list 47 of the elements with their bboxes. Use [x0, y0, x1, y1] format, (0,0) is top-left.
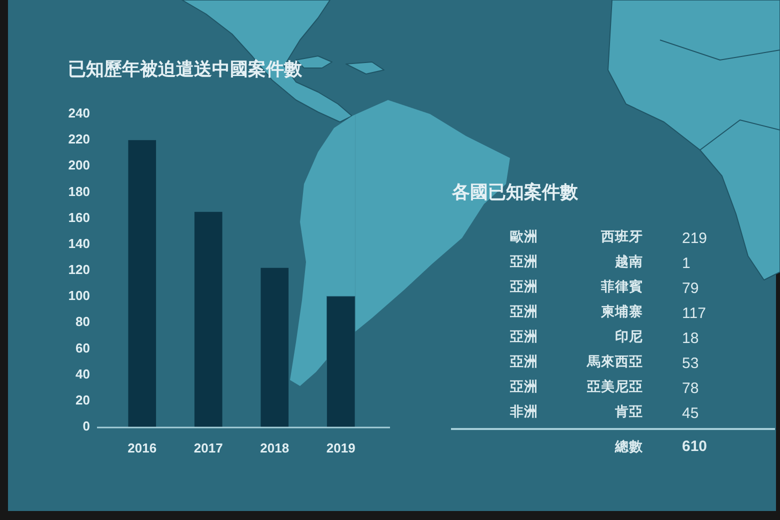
data-label: 1 [682, 254, 690, 272]
category-label: 亞美尼亞 [587, 378, 643, 396]
text: 亞洲 [510, 304, 538, 320]
category-label: 柬埔寨 [601, 302, 643, 320]
text: 歐洲 [510, 228, 538, 244]
data-label: 53 [682, 354, 699, 372]
y-tick-label: 200 [68, 158, 90, 173]
data-label: 219 [682, 230, 708, 248]
data-label: 18 [682, 330, 699, 348]
data-label: 78 [682, 380, 699, 398]
chart-title: 已知歷年被迫遣送中國案件數 [68, 59, 302, 81]
bar [194, 212, 222, 427]
text: 總數 [615, 438, 643, 456]
y-tick-label: 140 [68, 236, 90, 251]
y-tick-label: 120 [68, 262, 90, 278]
category-label: 越南 [615, 252, 643, 270]
y-tick-label: 20 [76, 392, 90, 408]
bar [128, 140, 156, 427]
data-label: 79 [682, 280, 699, 298]
data-label: 45 [682, 404, 699, 422]
y-tick-label: 180 [68, 184, 90, 199]
category-label: 菲律賓 [601, 278, 643, 296]
x-tick-label: 2018 [260, 440, 290, 456]
x-tick-label: 2017 [194, 440, 223, 456]
text: 各國已知案件數 [452, 182, 578, 204]
text: 亞洲 [510, 328, 538, 344]
y-tick-label: 100 [68, 288, 90, 304]
category-label: 馬來西亞 [587, 352, 643, 370]
x-tick-label: 2016 [128, 440, 157, 456]
category-label: 西班牙 [601, 228, 643, 246]
text: 亞洲 [510, 254, 538, 270]
y-tick-label: 240 [68, 106, 90, 121]
category-label: 肯亞 [615, 402, 643, 420]
y-tick-label: 160 [68, 210, 90, 225]
text: 亞洲 [510, 354, 538, 370]
text: 610 [682, 438, 708, 455]
y-tick-label: 0 [82, 418, 90, 434]
y-tick-label: 80 [76, 314, 90, 330]
text: 亞洲 [510, 378, 538, 394]
category-label: 印尼 [615, 328, 643, 346]
y-tick-label: 220 [68, 132, 90, 147]
x-tick-label: 2019 [326, 440, 356, 456]
text: 非洲 [510, 404, 538, 420]
text: 亞洲 [510, 278, 538, 294]
data-label: 117 [682, 304, 706, 322]
y-tick-label: 40 [76, 366, 90, 382]
y-tick-label: 60 [76, 340, 90, 356]
